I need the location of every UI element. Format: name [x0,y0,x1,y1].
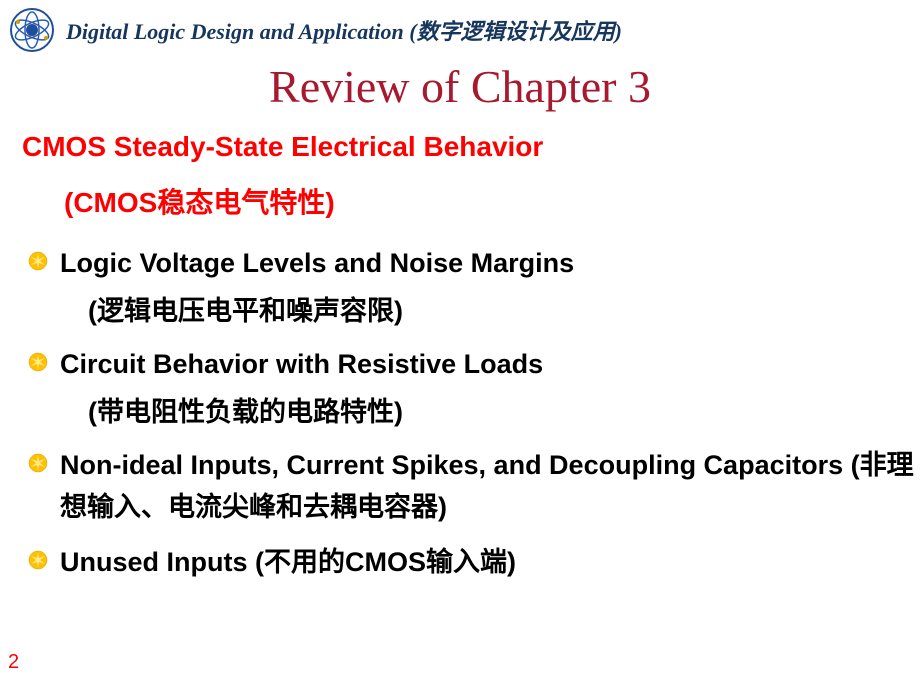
section-heading-en: CMOS Steady-State Electrical Behavior [0,131,920,163]
bullet-text: Logic Voltage Levels and Noise Margins [60,243,574,285]
bullet-item: Circuit Behavior with Resistive Loads [28,344,920,386]
university-logo [10,8,54,52]
star-bullet-icon [28,453,48,473]
course-title: Digital Logic Design and Application (数字… [66,14,622,46]
slide-title: Review of Chapter 3 [0,60,920,113]
bullet-list: Logic Voltage Levels and Noise Margins (… [0,243,920,584]
bullet-text: Circuit Behavior with Resistive Loads [60,344,543,386]
bullet-subtext: (带电阻性负载的电路特性) [28,390,920,429]
bullet-subtext: (逻辑电压电平和噪声容限) [28,289,920,328]
star-bullet-icon [28,251,48,271]
star-bullet-icon [28,352,48,372]
section-heading-cn: (CMOS稳态电气特性) [0,181,920,221]
slide-header: Digital Logic Design and Application (数字… [0,0,920,52]
bullet-text: Non-ideal Inputs, Current Spikes, and De… [60,445,920,529]
bullet-item: Unused Inputs (不用的CMOS输入端) [28,542,920,584]
bullet-text: Unused Inputs (不用的CMOS输入端) [60,542,516,584]
bullet-item: Non-ideal Inputs, Current Spikes, and De… [28,445,920,529]
page-number: 2 [8,651,19,674]
bullet-item: Logic Voltage Levels and Noise Margins [28,243,920,285]
star-bullet-icon [28,550,48,570]
